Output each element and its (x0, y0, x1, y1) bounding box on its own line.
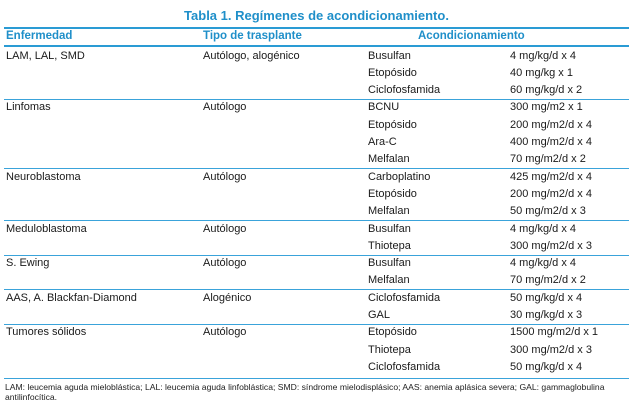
dose-cell: 300 mg/m2/d x 3 (510, 239, 592, 252)
dose-cell: 40 mg/kg x 1 (510, 66, 573, 79)
group-separator (4, 254, 629, 256)
dose-cell: 300 mg/m2 x 1 (510, 101, 583, 114)
bottom-rule (4, 378, 629, 379)
drug-cell: Busulfan (368, 49, 411, 62)
dose-cell: 200 mg/m2/d x 4 (510, 118, 592, 131)
table-header: Enfermedad Tipo de trasplante Acondicion… (4, 29, 629, 45)
disease-cell: S. Ewing (6, 257, 50, 270)
dose-cell: 300 mg/m2/d x 3 (510, 343, 592, 356)
drug-cell: Melfalan (368, 274, 410, 287)
group-separator (4, 220, 629, 221)
dose-cell: 60 mg/kg/d x 2 (510, 84, 583, 97)
drug-cell: BCNU (368, 101, 400, 114)
drug-cell: Ciclofosfamida (368, 360, 441, 373)
drug-cell: Ciclofosfamida (368, 291, 441, 304)
drug-cell: Etopósido (368, 118, 417, 131)
drug-cell: Melfalan (368, 153, 410, 166)
drug-cell: GAL (368, 309, 391, 321)
table-footnote: LAM: leucemia aguda mieloblástica; LAL: … (5, 382, 605, 402)
transplant-type-cell: Autólogo (203, 101, 247, 114)
dose-cell: 70 mg/m2/d x 2 (510, 153, 586, 166)
disease-cell: Tumores sólidos (6, 326, 87, 339)
transplant-type-cell: Autólogo (203, 257, 247, 270)
header-enfermedad: Enfermedad (6, 30, 73, 42)
dose-cell: 200 mg/m2/d x 4 (510, 187, 592, 200)
drug-cell: Thiotepa (368, 343, 411, 356)
disease-cell: Meduloblastoma (6, 222, 87, 235)
drug-cell: Busulfan (368, 257, 411, 270)
dose-cell: 70 mg/m2/d x 2 (510, 274, 586, 287)
group-separator (4, 98, 629, 100)
table-title: Tabla 1. Regímenes de acondicionamiento. (184, 8, 449, 23)
dose-cell: 4 mg/kg/d x 4 (510, 49, 577, 62)
drug-cell: Ciclofosfamida (368, 84, 441, 97)
disease-cell: AAS, A. Blackfan-Diamond (6, 291, 137, 304)
dose-cell: 50 mg/kg/d x 4 (510, 291, 583, 304)
drug-cell: Melfalan (368, 205, 410, 218)
disease-cell: Neuroblastoma (6, 170, 81, 183)
header-acondicionamiento: Acondicionamiento (418, 30, 525, 42)
drug-cell: Carboplatino (368, 170, 431, 183)
header-tipo-trasplante: Tipo de trasplante (203, 30, 302, 42)
dose-cell: 425 mg/m2/d x 4 (510, 170, 592, 183)
transplant-type-cell: Autólogo, alogénico (203, 49, 300, 62)
transplant-type-cell: Autólogo (203, 326, 247, 339)
transplant-type-cell: Autólogo (203, 170, 247, 183)
dose-cell: 4 mg/kg/d x 4 (510, 257, 577, 270)
dose-cell: 400 mg/m2/d x 4 (510, 136, 592, 148)
transplant-type-cell: Autólogo (203, 222, 247, 235)
dose-cell: 30 mg/kg/d x 3 (510, 309, 583, 321)
drug-cell: Ara-C (368, 136, 397, 148)
header-rule (4, 45, 629, 47)
dose-cell: 1500 mg/m2/d x 1 (510, 326, 599, 339)
drug-cell: Thiotepa (368, 239, 411, 252)
dose-cell: 50 mg/kg/d x 4 (510, 360, 583, 373)
drug-cell: Etopósido (368, 187, 417, 200)
dose-cell: 50 mg/m2/d x 3 (510, 205, 586, 218)
dose-cell: 4 mg/kg/d x 4 (510, 222, 577, 235)
drug-cell: Busulfan (368, 222, 411, 235)
group-separator (4, 323, 629, 325)
drug-cell: Etopósido (368, 326, 417, 339)
transplant-type-cell: Alogénico (203, 291, 252, 304)
disease-cell: LAM, LAL, SMD (6, 49, 85, 62)
disease-cell: Linfomas (6, 101, 51, 114)
group-separator (4, 289, 629, 291)
drug-cell: Etopósido (368, 66, 417, 79)
top-rule (4, 27, 629, 29)
group-separator (4, 168, 629, 170)
